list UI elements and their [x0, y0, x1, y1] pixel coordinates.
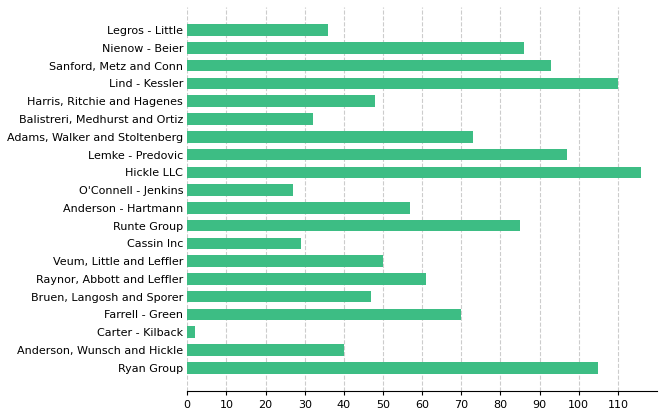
Bar [187, 78, 618, 89]
Bar [187, 60, 551, 71]
Bar [187, 362, 598, 374]
Bar [187, 149, 567, 161]
Bar [187, 42, 524, 54]
Bar [187, 220, 520, 231]
Bar [187, 166, 641, 178]
Bar [187, 309, 461, 320]
Bar [187, 25, 328, 36]
Bar [187, 184, 293, 196]
Bar [187, 113, 313, 125]
Bar [187, 327, 195, 338]
Bar [187, 273, 426, 285]
Bar [187, 255, 383, 267]
Bar [187, 95, 375, 107]
Bar [187, 131, 473, 143]
Bar [187, 291, 371, 302]
Bar [187, 238, 301, 249]
Bar [187, 344, 344, 356]
Bar [187, 202, 410, 214]
